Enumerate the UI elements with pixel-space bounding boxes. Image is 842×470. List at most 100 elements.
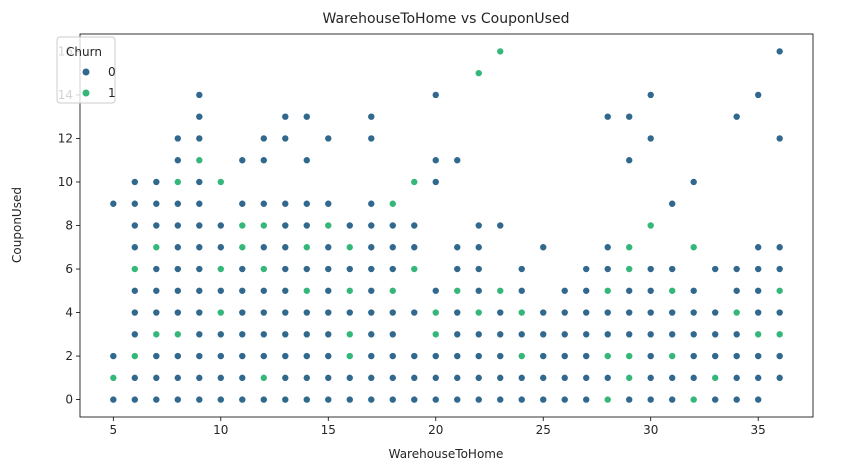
scatter-point-churn-1 [302, 286, 311, 295]
scatter-point-churn-0 [131, 221, 139, 230]
legend-marker-churn-1 [82, 89, 90, 97]
scatter-point-churn-0 [517, 286, 526, 295]
scatter-point-churn-0 [131, 395, 139, 404]
scatter-point-churn-1 [453, 286, 462, 295]
scatter-point-churn-1 [217, 265, 225, 273]
scatter-point-churn-0 [259, 243, 268, 252]
points-layer [109, 47, 784, 404]
scatter-point-churn-0 [217, 330, 225, 339]
scatter-point-churn-1 [388, 286, 397, 295]
scatter-point-churn-0 [646, 374, 655, 382]
scatter-point-churn-0 [582, 330, 591, 339]
scatter-point-churn-0 [152, 352, 161, 360]
scatter-point-churn-0 [668, 395, 677, 404]
scatter-point-churn-0 [217, 243, 225, 252]
scatter-point-churn-0 [302, 352, 311, 360]
scatter-point-churn-0 [217, 286, 225, 295]
scatter-point-churn-0 [453, 352, 462, 360]
scatter-point-churn-0 [302, 112, 311, 121]
scatter-point-churn-0 [238, 199, 247, 208]
scatter-point-churn-0 [711, 352, 720, 360]
scatter-point-churn-0 [324, 330, 333, 339]
scatter-point-churn-0 [217, 352, 225, 360]
scatter-point-churn-0 [388, 330, 397, 339]
scatter-point-churn-0 [281, 243, 290, 252]
legend-label-churn-1: 1 [108, 86, 116, 100]
scatter-point-churn-0 [431, 286, 440, 295]
scatter-point-churn-1 [496, 47, 505, 56]
scatter-point-churn-0 [582, 265, 591, 273]
scatter-point-churn-0 [238, 156, 247, 165]
scatter-point-churn-0 [367, 243, 376, 252]
scatter-point-churn-1 [217, 178, 225, 186]
scatter-point-churn-0 [388, 243, 397, 252]
scatter-point-churn-0 [345, 374, 354, 382]
scatter-point-churn-1 [259, 374, 268, 382]
scatter-point-churn-0 [646, 134, 655, 143]
scatter-point-churn-0 [582, 286, 591, 295]
scatter-point-churn-0 [625, 395, 634, 404]
x-tick-label: 10 [213, 423, 228, 437]
scatter-point-churn-0 [517, 265, 526, 273]
scatter-point-churn-0 [410, 308, 419, 317]
y-tick-label: 2 [65, 349, 73, 363]
scatter-point-churn-0 [689, 178, 698, 186]
scatter-point-churn-0 [345, 308, 354, 317]
scatter-point-churn-0 [754, 308, 762, 317]
scatter-point-churn-0 [302, 199, 311, 208]
scatter-point-churn-0 [324, 286, 333, 295]
scatter-point-churn-0 [174, 352, 182, 360]
scatter-point-churn-0 [431, 91, 440, 99]
y-tick-label: 8 [65, 219, 73, 233]
scatter-point-churn-1 [388, 199, 397, 208]
scatter-point-churn-0 [238, 395, 247, 404]
scatter-point-churn-0 [238, 374, 247, 382]
scatter-point-churn-0 [302, 221, 311, 230]
scatter-point-churn-0 [281, 286, 290, 295]
scatter-point-churn-0 [324, 352, 333, 360]
scatter-point-churn-0 [711, 330, 720, 339]
scatter-point-churn-0 [131, 199, 139, 208]
scatter-point-churn-0 [324, 199, 333, 208]
scatter-point-churn-1 [603, 352, 612, 360]
x-axis-label: WarehouseToHome [389, 447, 504, 461]
scatter-point-churn-0 [582, 395, 591, 404]
scatter-point-churn-0 [410, 221, 419, 230]
scatter-point-churn-0 [646, 330, 655, 339]
legend-title: Churn [66, 45, 102, 59]
scatter-point-churn-0 [152, 286, 161, 295]
scatter-point-churn-0 [775, 374, 784, 382]
legend-label-churn-0: 0 [108, 65, 116, 79]
scatter-point-churn-0 [281, 199, 290, 208]
scatter-point-churn-0 [754, 395, 762, 404]
scatter-point-churn-0 [281, 112, 290, 121]
scatter-point-churn-0 [560, 395, 569, 404]
scatter-point-churn-0 [195, 221, 204, 230]
scatter-point-churn-0 [603, 374, 612, 382]
scatter-point-churn-0 [367, 199, 376, 208]
scatter-point-churn-0 [281, 374, 290, 382]
scatter-point-churn-1 [775, 330, 784, 339]
scatter-point-churn-0 [689, 308, 698, 317]
scatter-point-churn-1 [410, 265, 419, 273]
scatter-point-churn-0 [582, 352, 591, 360]
scatter-point-churn-0 [646, 352, 655, 360]
scatter-point-churn-0 [324, 134, 333, 143]
scatter-point-churn-0 [625, 156, 634, 165]
scatter-point-churn-1 [431, 330, 440, 339]
scatter-point-churn-0 [517, 395, 526, 404]
scatter-point-churn-0 [109, 199, 118, 208]
scatter-point-churn-0 [281, 352, 290, 360]
scatter-point-churn-0 [174, 308, 182, 317]
scatter-point-churn-0 [195, 286, 204, 295]
scatter-point-churn-0 [496, 352, 505, 360]
scatter-point-churn-0 [775, 243, 784, 252]
scatter-point-churn-0 [109, 395, 118, 404]
scatter-point-churn-0 [410, 243, 419, 252]
scatter-point-churn-0 [517, 330, 526, 339]
scatter-point-churn-0 [388, 352, 397, 360]
scatter-point-churn-0 [217, 221, 225, 230]
scatter-point-churn-0 [453, 265, 462, 273]
x-tick-label: 15 [321, 423, 336, 437]
scatter-point-churn-0 [238, 286, 247, 295]
